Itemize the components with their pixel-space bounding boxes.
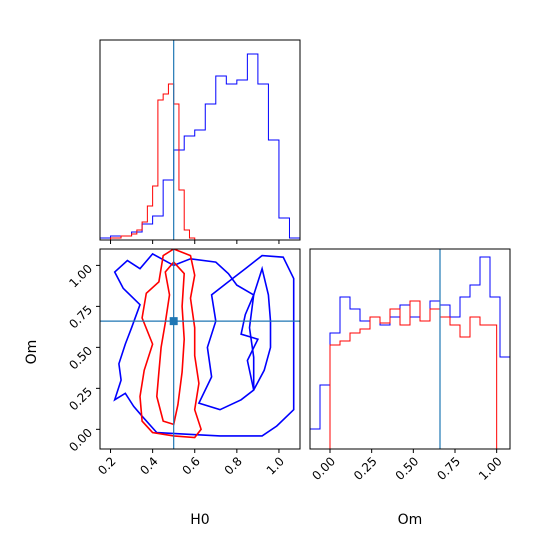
om-xtick-label: 0.25 bbox=[351, 454, 380, 483]
h0-hist-red bbox=[110, 83, 196, 240]
joint-xtick-label: 0.8 bbox=[222, 454, 245, 477]
joint-xtick-label: 0.6 bbox=[179, 454, 202, 477]
contour-red-1 bbox=[139, 249, 202, 439]
om-hist-blue bbox=[309, 256, 511, 449]
h0-frame bbox=[99, 39, 301, 241]
om-xtick-label: 0.50 bbox=[393, 454, 422, 483]
om-marginal-panel: 0.00 0.25 0.50 0.75 1.00 bbox=[309, 248, 511, 483]
om-xtick-label: 0.75 bbox=[434, 454, 463, 483]
joint-frame bbox=[99, 248, 301, 450]
truth-marker bbox=[169, 317, 178, 326]
joint-xtick-label: 0.4 bbox=[137, 454, 160, 477]
contour-red-2 bbox=[155, 260, 186, 426]
h0-marginal-panel bbox=[99, 39, 301, 244]
om-frame bbox=[309, 248, 511, 450]
joint-ytick-label: 0.00 bbox=[66, 426, 95, 455]
joint-plot-area bbox=[100, 249, 300, 449]
h0-om-joint-panel: 0.2 0.4 0.6 0.8 1.0 0.00 0.25 0.50 0.75 1.00 bbox=[66, 248, 301, 478]
h0-hist-blue bbox=[99, 53, 301, 240]
joint-ytick-label: 0.25 bbox=[66, 385, 95, 414]
joint-xtick-label: 0.2 bbox=[95, 454, 118, 477]
om-xtick-label: 1.00 bbox=[476, 454, 505, 483]
contour-blue-2 bbox=[248, 265, 272, 391]
joint-ytick-label: 0.50 bbox=[66, 344, 95, 373]
om-hist-red bbox=[329, 300, 498, 449]
om-x-axis-label: Om bbox=[398, 512, 423, 528]
contour-blue-1 bbox=[113, 252, 295, 437]
joint-ytick-label: 0.75 bbox=[66, 303, 95, 332]
joint-xtick-label: 1.0 bbox=[264, 454, 287, 477]
joint-ytick-label: 1.00 bbox=[66, 262, 95, 291]
h0-axis-label: H0 bbox=[190, 512, 209, 528]
om-axis-label: Om bbox=[24, 340, 40, 365]
om-xtick-label: 0.00 bbox=[309, 454, 338, 483]
